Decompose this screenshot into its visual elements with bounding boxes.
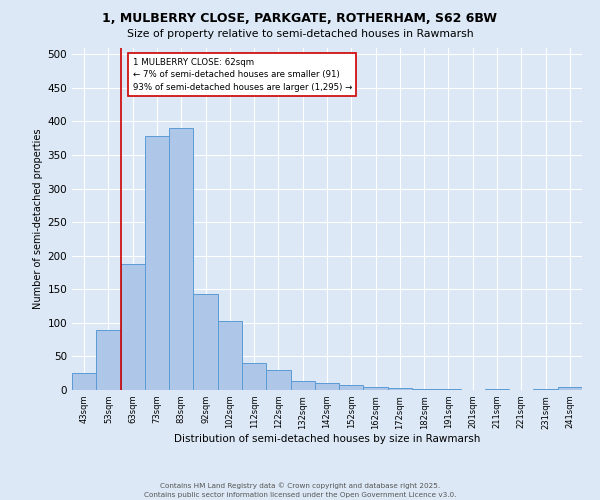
Bar [96, 330, 121, 390]
Text: Size of property relative to semi-detached houses in Rawmarsh: Size of property relative to semi-detach… [127, 29, 473, 39]
Bar [290, 382, 315, 390]
Bar [364, 386, 388, 390]
Bar [72, 373, 96, 390]
Bar [339, 386, 364, 390]
X-axis label: Distribution of semi-detached houses by size in Rawmarsh: Distribution of semi-detached houses by … [174, 434, 480, 444]
Bar [169, 128, 193, 390]
Bar [121, 264, 145, 390]
Bar [218, 321, 242, 390]
Bar [315, 384, 339, 390]
Text: Contains public sector information licensed under the Open Government Licence v3: Contains public sector information licen… [144, 492, 456, 498]
Bar [412, 388, 436, 390]
Text: 1 MULBERRY CLOSE: 62sqm
← 7% of semi-detached houses are smaller (91)
93% of sem: 1 MULBERRY CLOSE: 62sqm ← 7% of semi-det… [133, 58, 352, 92]
Text: Contains HM Land Registry data © Crown copyright and database right 2025.: Contains HM Land Registry data © Crown c… [160, 482, 440, 489]
Bar [193, 294, 218, 390]
Bar [266, 370, 290, 390]
Bar [242, 363, 266, 390]
Bar [145, 136, 169, 390]
Bar [388, 388, 412, 390]
Text: 1, MULBERRY CLOSE, PARKGATE, ROTHERHAM, S62 6BW: 1, MULBERRY CLOSE, PARKGATE, ROTHERHAM, … [103, 12, 497, 26]
Y-axis label: Number of semi-detached properties: Number of semi-detached properties [33, 128, 43, 309]
Bar [558, 386, 582, 390]
